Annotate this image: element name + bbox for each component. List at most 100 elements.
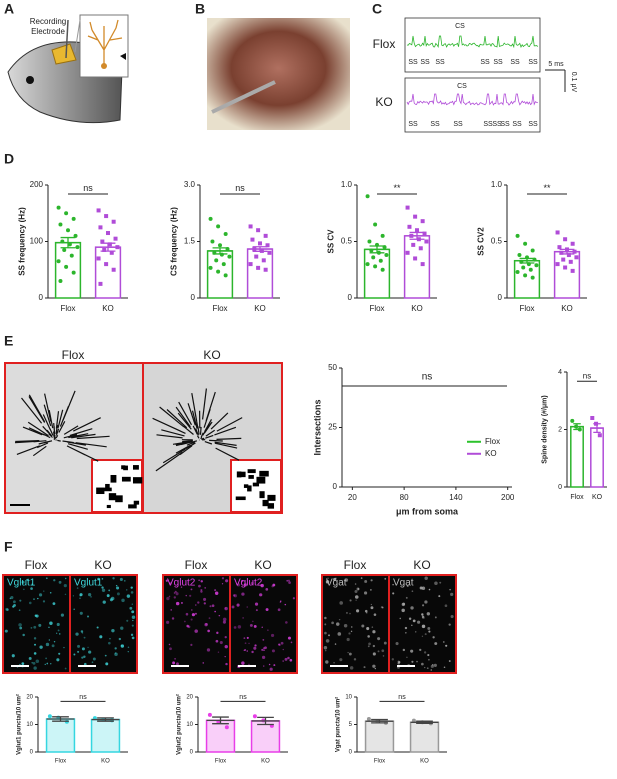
puncta [253, 646, 257, 650]
puncta [116, 592, 120, 596]
puncta [371, 626, 374, 628]
puncta [170, 609, 173, 611]
puncta [364, 579, 368, 583]
spine-blob [247, 469, 256, 474]
bar [54, 241, 82, 299]
data-point [515, 233, 520, 238]
data-point [104, 214, 109, 219]
panel-label: F [4, 539, 13, 555]
puncta [443, 666, 446, 669]
error-bar [251, 716, 280, 726]
puncta [260, 583, 264, 588]
puncta [282, 660, 284, 662]
data-point [263, 233, 268, 238]
data-point [530, 275, 535, 280]
electrode-label: Electrode [31, 27, 65, 36]
puncta [200, 588, 203, 592]
spine-blob [243, 484, 249, 488]
puncta [423, 651, 427, 654]
significance-label: ** [543, 183, 551, 193]
puncta [187, 625, 191, 629]
puncta [214, 589, 217, 592]
puncta [43, 590, 45, 592]
puncta [374, 667, 376, 670]
puncta [324, 631, 327, 635]
data-point [109, 250, 114, 255]
puncta [32, 662, 36, 665]
data-point [64, 211, 69, 216]
puncta [51, 644, 55, 648]
data-point [568, 259, 573, 264]
puncta [347, 651, 349, 654]
puncta [408, 617, 412, 620]
puncta [168, 582, 172, 585]
spine-blob [267, 494, 276, 501]
puncta [224, 656, 226, 658]
puncta [56, 632, 58, 634]
data-point [413, 256, 418, 261]
puncta [205, 622, 208, 626]
y-tick-label: 0 [333, 482, 338, 491]
puncta [269, 667, 273, 671]
y-tick-label: 20 [186, 695, 193, 701]
x-tick-label: KO [254, 304, 266, 313]
puncta [172, 661, 176, 665]
puncta [110, 596, 115, 601]
image-title: KO [254, 558, 271, 572]
spine-blob [133, 500, 140, 505]
x-tick-label: KO [102, 304, 114, 313]
puncta [367, 645, 370, 648]
x-tick-label: Flox [212, 304, 227, 313]
image-title: KO [413, 558, 430, 572]
puncta [6, 608, 9, 611]
error-bar [95, 242, 121, 252]
y-tick-label: 5 [349, 722, 353, 728]
puncta [131, 603, 134, 605]
puncta [211, 604, 215, 608]
spine-blob [128, 504, 137, 509]
x-tick-label: KO [561, 304, 573, 313]
bar [205, 719, 236, 753]
puncta [50, 663, 52, 665]
error-bar [365, 718, 394, 724]
puncta [130, 633, 134, 636]
puncta [424, 600, 428, 604]
data-point [570, 418, 575, 423]
puncta [73, 653, 76, 656]
puncta [428, 630, 431, 633]
puncta [368, 642, 371, 646]
data-point [380, 267, 385, 272]
error-bar [590, 423, 604, 434]
puncta [325, 660, 329, 664]
puncta [373, 613, 377, 616]
puncta [377, 637, 381, 641]
puncta [4, 629, 8, 633]
puncta [397, 662, 400, 665]
puncta [5, 607, 9, 611]
puncta [9, 597, 12, 600]
data-point [405, 205, 410, 210]
puncta [361, 624, 365, 628]
puncta [214, 610, 216, 613]
data-point [373, 222, 378, 227]
puncta [11, 654, 15, 658]
puncta [242, 617, 245, 619]
puncta [195, 604, 197, 606]
data-point [56, 205, 61, 210]
puncta [60, 613, 64, 617]
puncta [204, 587, 206, 589]
x-tick-label: Flox [55, 759, 66, 765]
puncta [236, 603, 240, 607]
y-tick-label: 0.5 [491, 237, 503, 246]
data-point [413, 214, 418, 219]
puncta [108, 641, 111, 645]
panel-label: D [4, 151, 14, 167]
puncta [189, 594, 192, 597]
puncta [233, 626, 237, 629]
puncta [132, 619, 134, 622]
puncta [334, 643, 337, 645]
puncta [101, 586, 104, 589]
puncta [421, 586, 426, 591]
puncta [372, 644, 376, 648]
puncta [215, 639, 219, 643]
